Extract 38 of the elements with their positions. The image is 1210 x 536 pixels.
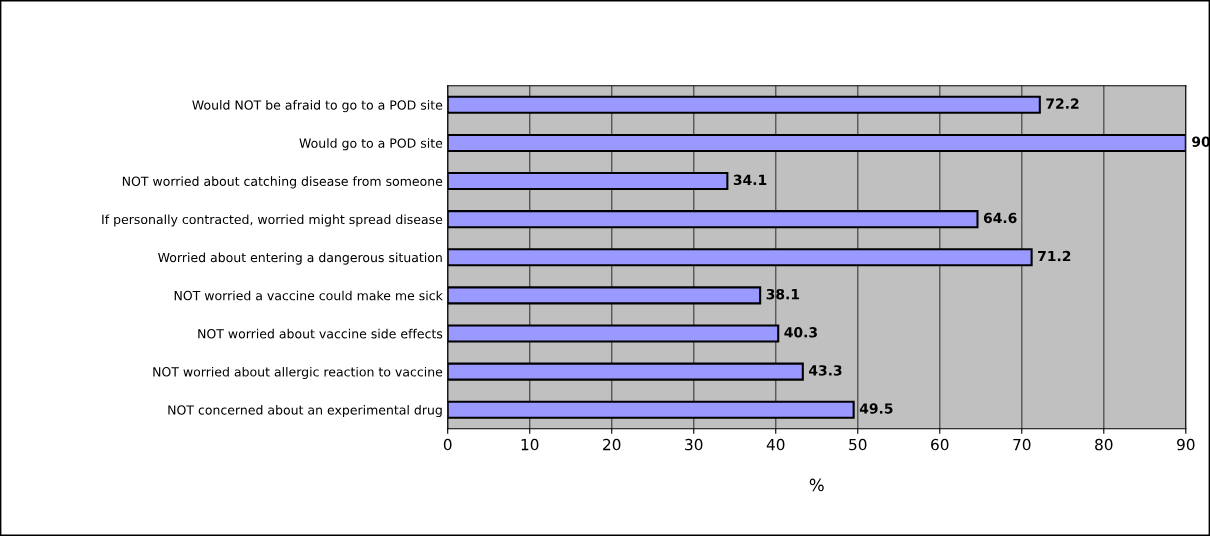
y-tick-label: NOT concerned about an experimental drug: [168, 404, 442, 418]
bar: [447, 133, 1186, 152]
bar: [447, 248, 1033, 267]
bar: [447, 172, 729, 191]
y-tick-label: Would go to a POD site: [299, 138, 443, 151]
x-tick-label: 70: [1013, 438, 1031, 451]
y-tick-label: Worried about entering a dangerous situation: [158, 252, 442, 265]
y-tick-label: NOT worried about allergic reaction to vaccine: [153, 366, 443, 379]
data-label: 49.5: [859, 403, 893, 414]
data-label: 90: [1192, 136, 1210, 147]
bar: [447, 324, 780, 343]
bar: [447, 362, 804, 381]
data-label: 72.2: [1046, 98, 1079, 109]
x-axis-title: %: [809, 478, 824, 492]
y-tick-label: If personally contracted, worried might spread disease: [102, 214, 443, 227]
x-tick-label: 0: [443, 438, 452, 451]
bar: [447, 95, 1041, 114]
bar: [447, 210, 979, 229]
data-label: 64.6: [983, 212, 1017, 224]
x-tick-label: 90: [1177, 438, 1195, 451]
y-tick-label: Would NOT be afraid to go to a POD site: [192, 100, 443, 113]
x-tick-label: 20: [603, 438, 621, 451]
x-tick-label: 60: [931, 438, 949, 451]
y-tick-label: NOT worried a vaccine could make me sick: [174, 290, 443, 301]
bar: [447, 400, 855, 419]
x-tick-label: 40: [766, 438, 785, 451]
x-tick-label: 10: [521, 438, 539, 451]
bar: [447, 286, 762, 305]
data-label: 34.1: [733, 174, 767, 186]
data-label: 40.3: [784, 327, 817, 338]
y-tick-label: NOT worried about catching disease from someone: [122, 176, 443, 189]
x-tick-label: 80: [1095, 438, 1113, 451]
data-label: 43.3: [808, 365, 842, 376]
x-tick-label: 50: [849, 438, 867, 451]
data-label: 71.2: [1038, 250, 1071, 262]
data-label: 38.1: [766, 288, 800, 300]
y-tick-label: NOT worried about vaccine side effects: [198, 328, 443, 339]
x-tick-label: 30: [685, 438, 703, 451]
